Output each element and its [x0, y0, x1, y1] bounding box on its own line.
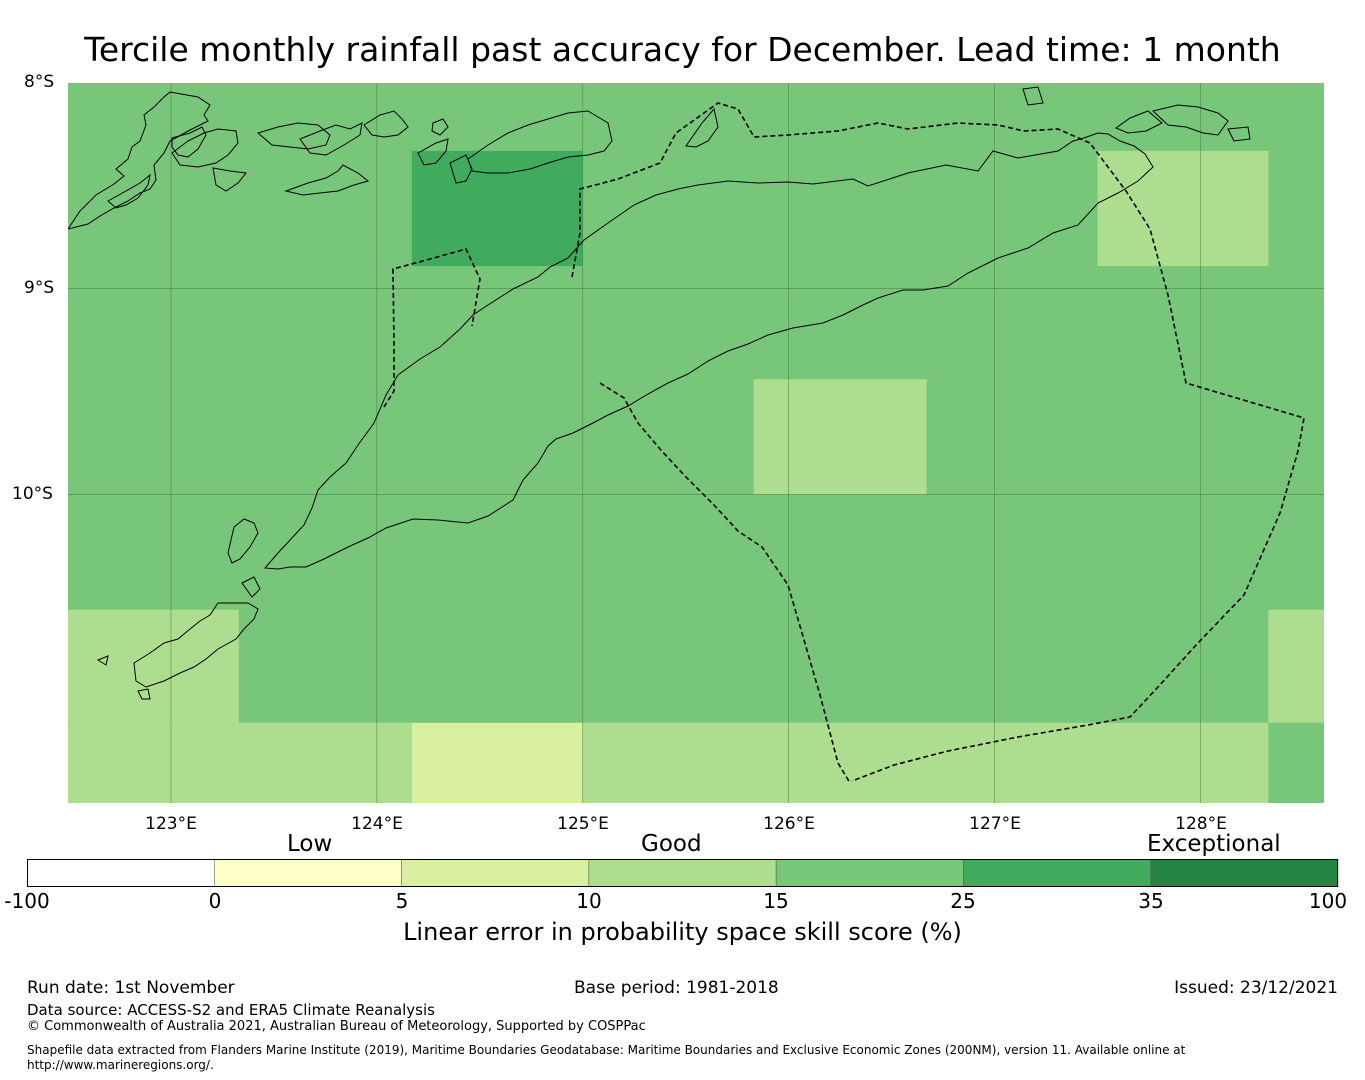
- skill-cell-2: [1097, 150, 1269, 267]
- cbar-tick-0: 0: [208, 889, 222, 913]
- lon-label-127e: 127°E: [969, 814, 1021, 834]
- lon-label-125e: 125°E: [557, 814, 609, 834]
- lat-label-10s: 10°S: [12, 484, 53, 504]
- island-north-9: [417, 138, 449, 166]
- category-good: Good: [641, 831, 702, 857]
- colorbar-segments: [27, 859, 1339, 887]
- cbar-tick-minus100: -100: [4, 889, 50, 913]
- lon-label-128e: 128°E: [1175, 814, 1227, 834]
- issued-date: Issued: 23/12/2021: [1174, 978, 1338, 998]
- category-low: Low: [287, 831, 333, 857]
- lon-label-124e: 124°E: [351, 814, 403, 834]
- island-southwest-2: [133, 602, 259, 688]
- colorbar-segment-5: [963, 859, 1151, 887]
- island-west-1: [107, 173, 151, 209]
- island-north-11: [449, 154, 473, 184]
- island-north-3: [212, 167, 247, 192]
- eez-south-boundary: [599, 382, 851, 784]
- coastlines: [68, 86, 1251, 700]
- island-north-5: [171, 128, 239, 168]
- category-exceptional: Exceptional: [1147, 831, 1281, 857]
- graticule: [68, 83, 1324, 803]
- island-north-7: [299, 122, 363, 156]
- cbar-tick-100: 100: [1308, 889, 1348, 913]
- lon-label-123e: 123°E: [145, 814, 197, 834]
- data-source: Data source: ACCESS-S2 and ERA5 Climate …: [27, 1001, 435, 1019]
- cbar-tick-15: 15: [763, 889, 789, 913]
- island-north-4: [284, 164, 370, 196]
- colorbar-segment-4: [775, 859, 964, 887]
- eez-boundaries: [383, 102, 1305, 784]
- north-coast-islands: [68, 91, 211, 230]
- skill-cell-4: [68, 609, 239, 723]
- cbar-tick-35: 35: [1138, 889, 1164, 913]
- colorbar: [27, 859, 1339, 887]
- colorbar-segment-6: [1150, 859, 1339, 887]
- island-north-6: [256, 122, 331, 150]
- cbar-tick-25: 25: [950, 889, 976, 913]
- skill-cell-5: [1268, 609, 1324, 723]
- colorbar-segment-0: [27, 859, 215, 887]
- eez-north-boundary: [383, 102, 1305, 782]
- skill-cell-1: [411, 150, 583, 267]
- colorbar-label: Linear error in probability space skill …: [403, 918, 962, 946]
- lat-label-9s: 9°S: [24, 278, 55, 298]
- cbar-tick-10: 10: [576, 889, 602, 913]
- island-north-12: [431, 118, 449, 136]
- colorbar-segment-2: [401, 859, 590, 887]
- base-period: Base period: 1981-2018: [574, 978, 779, 998]
- island-north-2: [171, 126, 207, 158]
- island-ne-2: [1151, 104, 1229, 136]
- island-southwest-5: [96, 655, 109, 666]
- colorbar-segment-1: [214, 859, 402, 887]
- shapefile-credit-line1: Shapefile data extracted from Flanders M…: [27, 1043, 1186, 1057]
- shapefile-credit-line2: http://www.marineregions.org/.: [27, 1058, 214, 1072]
- island-ne-3: [1227, 126, 1251, 142]
- island-north-8: [363, 110, 409, 138]
- colorbar-outline: [27, 859, 1338, 887]
- timor-coastline: [263, 132, 1154, 570]
- run-date: Run date: 1st November: [27, 978, 235, 998]
- skill-cell-3: [753, 379, 927, 495]
- island-southwest-4: [137, 688, 151, 700]
- island-ne-1: [1114, 110, 1163, 134]
- chart-title: Tercile monthly rainfall past accuracy f…: [84, 30, 1281, 69]
- island-north-10: [467, 110, 613, 174]
- colorbar-segment-3: [588, 859, 777, 887]
- copyright: © Commonwealth of Australia 2021, Austra…: [27, 1019, 646, 1034]
- skill-map: [68, 83, 1324, 803]
- lon-label-126e: 126°E: [763, 814, 815, 834]
- island-north-13: [685, 107, 719, 148]
- island-southwest-3: [241, 576, 261, 598]
- island-north-14: [1022, 86, 1044, 106]
- skill-cells: [68, 83, 1324, 803]
- lat-label-8s: 8°S: [24, 72, 55, 92]
- island-southwest-1: [227, 518, 259, 564]
- skill-cell-6: [68, 722, 412, 803]
- skill-cell-8: [582, 722, 1269, 803]
- skill-cell-7: [411, 722, 583, 803]
- cbar-tick-5: 5: [395, 889, 409, 913]
